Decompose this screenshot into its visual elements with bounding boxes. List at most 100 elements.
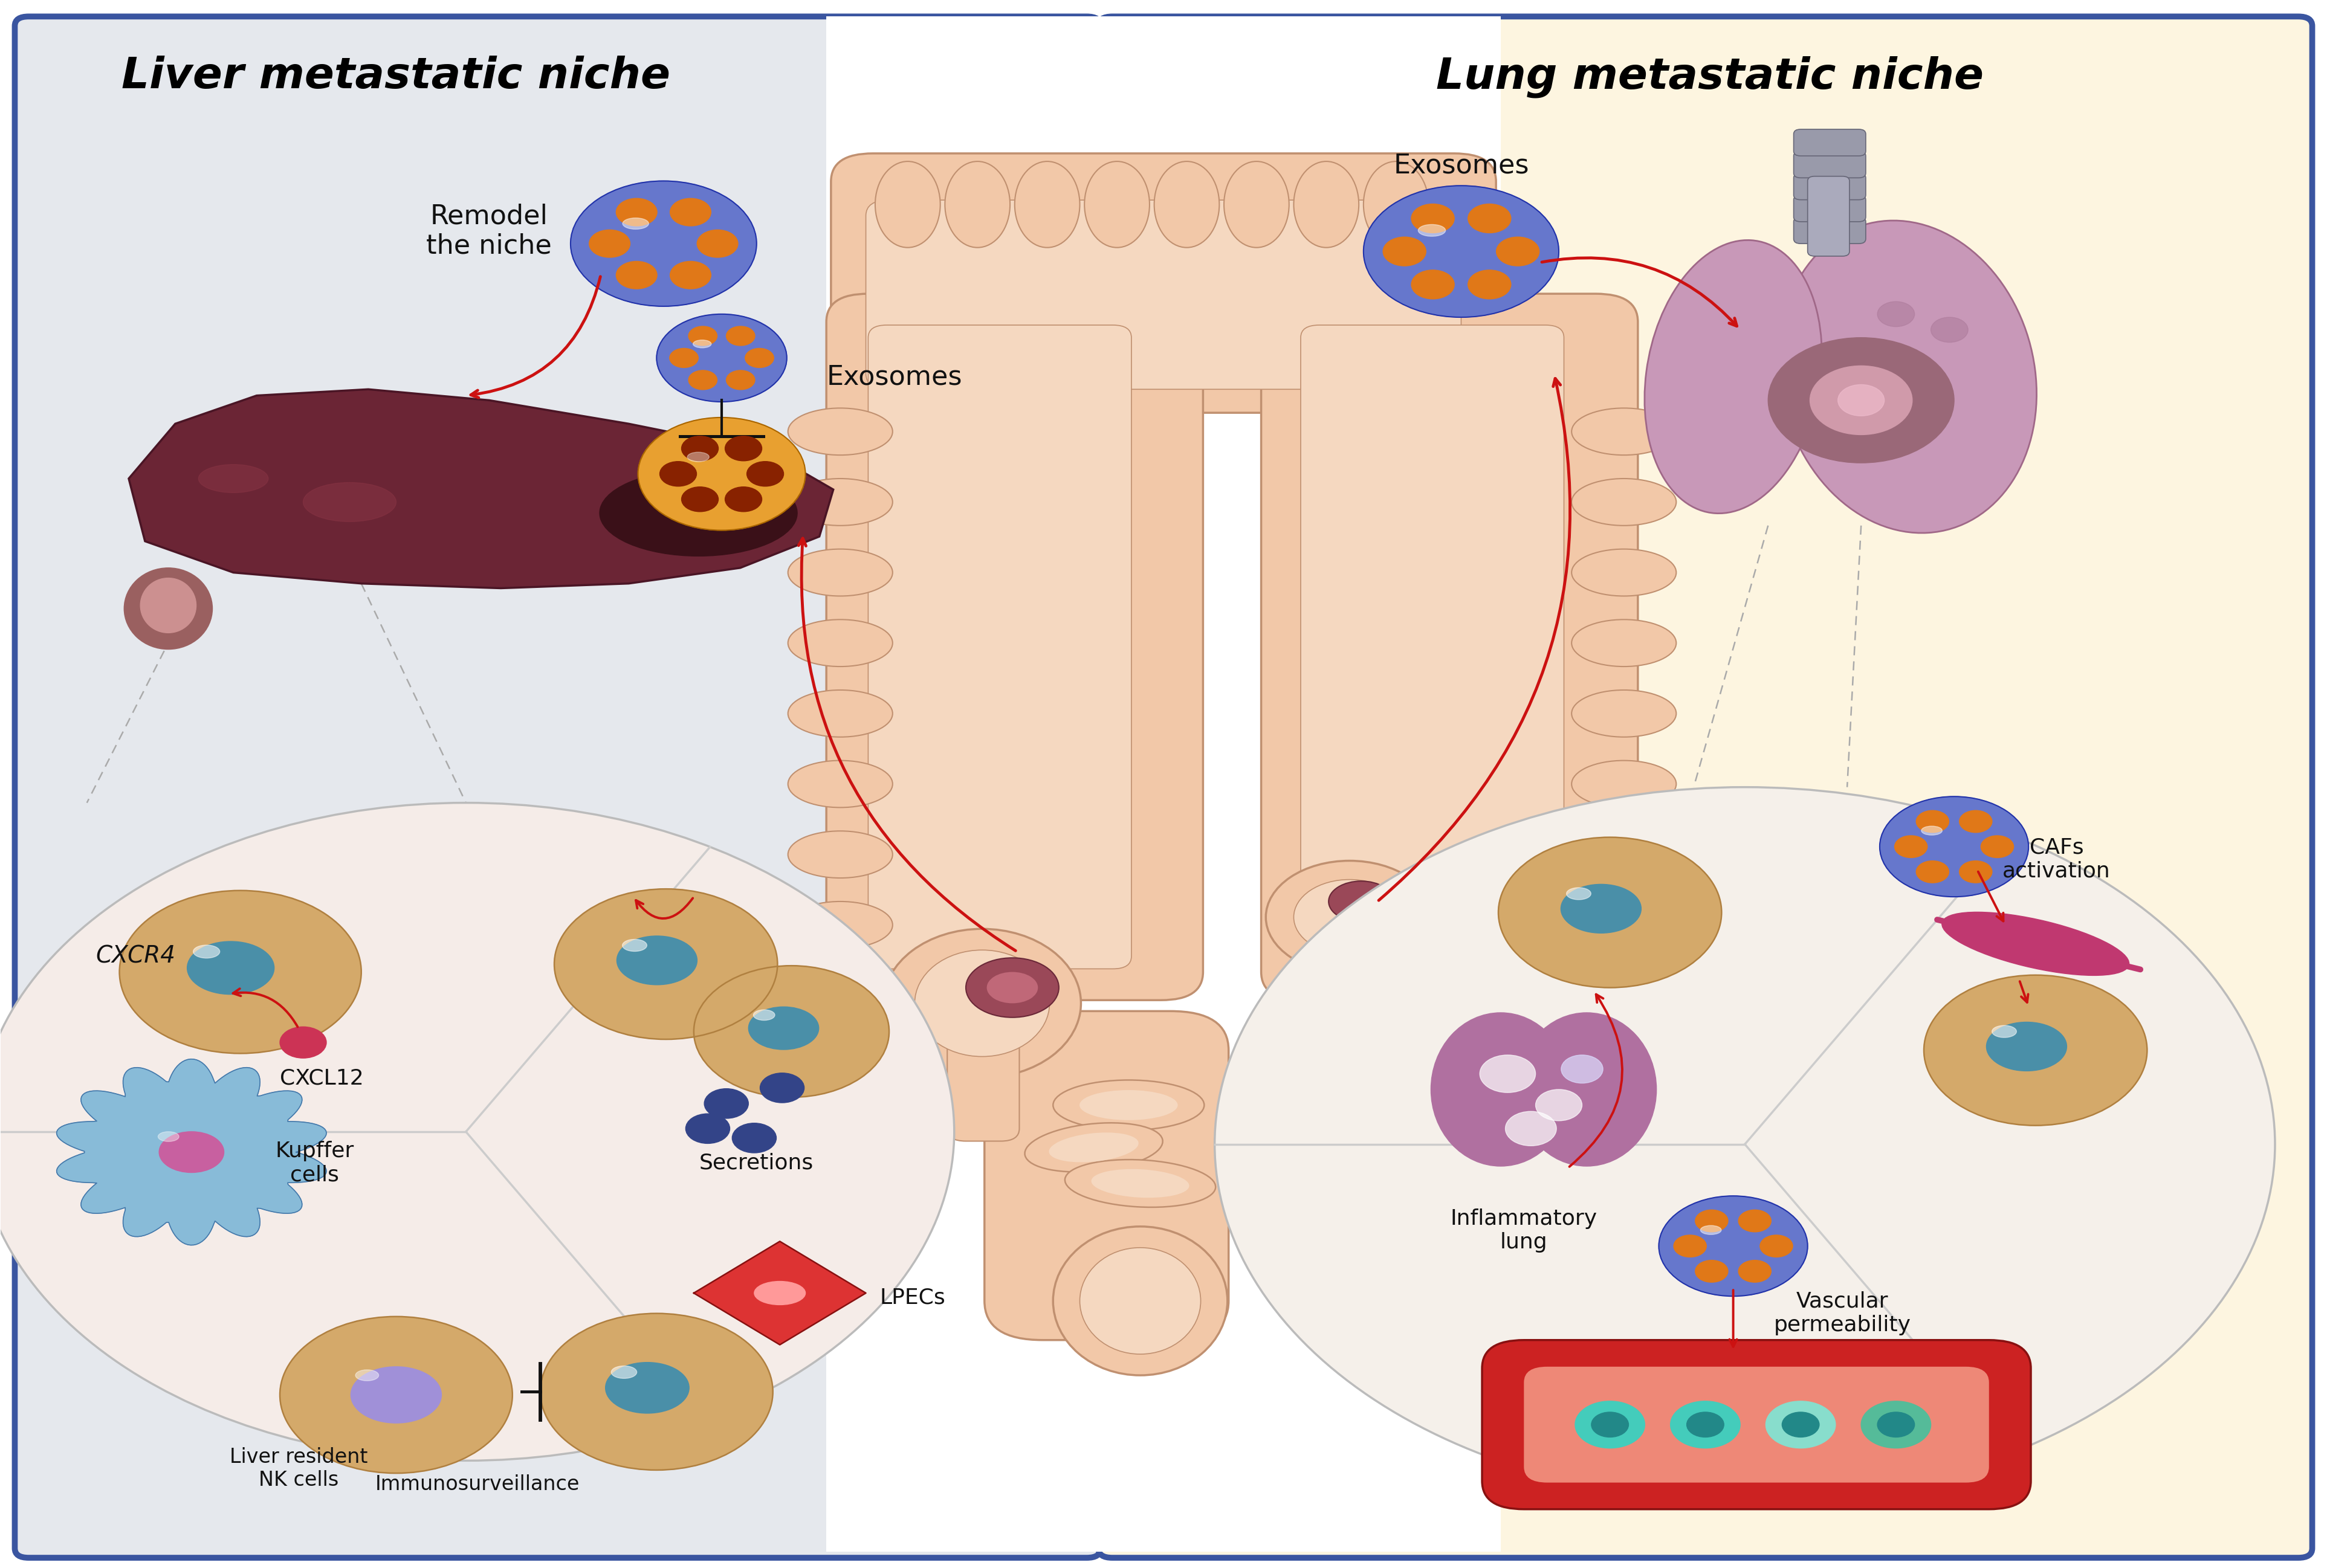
Ellipse shape	[1517, 1013, 1657, 1167]
Circle shape	[589, 230, 631, 257]
Circle shape	[670, 348, 698, 367]
Ellipse shape	[789, 690, 894, 737]
FancyBboxPatch shape	[1524, 1367, 1990, 1483]
Circle shape	[745, 348, 775, 367]
Text: Inflammatory
lung: Inflammatory lung	[1450, 1209, 1596, 1253]
Ellipse shape	[754, 1281, 805, 1305]
Ellipse shape	[1091, 1170, 1189, 1198]
Ellipse shape	[1782, 1413, 1820, 1438]
Circle shape	[1894, 836, 1927, 858]
Ellipse shape	[1778, 221, 2036, 533]
Circle shape	[119, 891, 361, 1054]
Circle shape	[670, 199, 712, 226]
Circle shape	[661, 461, 696, 486]
FancyBboxPatch shape	[868, 325, 1131, 969]
Ellipse shape	[193, 946, 219, 958]
FancyBboxPatch shape	[1794, 194, 1866, 221]
Ellipse shape	[749, 1007, 819, 1049]
Circle shape	[698, 230, 738, 257]
Ellipse shape	[1224, 162, 1289, 248]
Ellipse shape	[686, 452, 710, 461]
Ellipse shape	[1084, 162, 1150, 248]
FancyBboxPatch shape	[866, 201, 1461, 389]
Circle shape	[1915, 811, 1950, 833]
Circle shape	[617, 262, 656, 289]
Text: Exosomes: Exosomes	[826, 364, 961, 390]
Circle shape	[1673, 1236, 1706, 1258]
Circle shape	[726, 370, 754, 389]
Text: LPECs: LPECs	[880, 1287, 945, 1308]
Ellipse shape	[1701, 1226, 1722, 1234]
Polygon shape	[56, 1058, 326, 1245]
Circle shape	[1412, 270, 1454, 299]
Circle shape	[1810, 365, 1913, 434]
Circle shape	[1924, 975, 2148, 1126]
Circle shape	[1364, 185, 1559, 317]
Ellipse shape	[1431, 1013, 1571, 1167]
Circle shape	[670, 262, 712, 289]
FancyBboxPatch shape	[1794, 151, 1866, 177]
Text: Liver resident
NK cells: Liver resident NK cells	[230, 1447, 368, 1490]
Circle shape	[733, 1123, 777, 1152]
Ellipse shape	[1571, 478, 1675, 525]
FancyBboxPatch shape	[1794, 172, 1866, 199]
Ellipse shape	[158, 1132, 223, 1173]
Ellipse shape	[1987, 1022, 2066, 1071]
Ellipse shape	[1941, 913, 2129, 975]
Ellipse shape	[1329, 881, 1394, 922]
Circle shape	[570, 180, 756, 306]
Ellipse shape	[1766, 1402, 1836, 1449]
Ellipse shape	[1080, 1090, 1177, 1120]
Text: CXCR4: CXCR4	[95, 946, 175, 967]
Ellipse shape	[693, 340, 712, 348]
Ellipse shape	[945, 162, 1010, 248]
Circle shape	[726, 436, 761, 461]
FancyBboxPatch shape	[1098, 17, 2313, 1557]
Circle shape	[1659, 1196, 1808, 1297]
Ellipse shape	[621, 939, 647, 952]
Ellipse shape	[1575, 1402, 1645, 1449]
Ellipse shape	[140, 579, 195, 633]
Ellipse shape	[1566, 887, 1592, 900]
Circle shape	[1468, 270, 1510, 299]
Circle shape	[682, 436, 719, 461]
FancyBboxPatch shape	[947, 1022, 1019, 1142]
Ellipse shape	[789, 478, 894, 525]
Ellipse shape	[1862, 1402, 1931, 1449]
Circle shape	[726, 326, 754, 345]
Circle shape	[1878, 301, 1915, 326]
Text: CAFs
activation: CAFs activation	[2004, 837, 2111, 881]
Circle shape	[1215, 787, 2276, 1502]
Text: Immunosurveillance: Immunosurveillance	[375, 1474, 579, 1494]
Ellipse shape	[198, 464, 268, 492]
Circle shape	[1759, 1236, 1792, 1258]
Ellipse shape	[789, 619, 894, 666]
Ellipse shape	[605, 1363, 689, 1413]
Ellipse shape	[186, 941, 275, 994]
Circle shape	[0, 803, 954, 1461]
Circle shape	[1499, 837, 1722, 988]
Ellipse shape	[754, 1010, 775, 1021]
Ellipse shape	[1294, 880, 1406, 955]
Polygon shape	[128, 389, 833, 588]
Ellipse shape	[303, 483, 396, 522]
Ellipse shape	[1992, 1025, 2018, 1038]
Circle shape	[726, 486, 761, 511]
Ellipse shape	[600, 470, 798, 557]
Circle shape	[1480, 1055, 1536, 1093]
Circle shape	[656, 314, 787, 401]
Circle shape	[1506, 1112, 1557, 1146]
Circle shape	[1468, 204, 1510, 234]
Ellipse shape	[789, 408, 894, 455]
Circle shape	[1382, 237, 1426, 267]
Circle shape	[617, 199, 656, 226]
Circle shape	[1536, 1090, 1582, 1121]
Ellipse shape	[987, 972, 1038, 1004]
Circle shape	[638, 417, 805, 530]
Text: Vascular
permeability: Vascular permeability	[1773, 1290, 1910, 1336]
Ellipse shape	[1054, 1080, 1203, 1131]
Circle shape	[761, 1073, 805, 1102]
Circle shape	[682, 486, 719, 511]
Text: Lung metastatic niche: Lung metastatic niche	[1436, 55, 1983, 97]
Text: Remodel
the niche: Remodel the niche	[426, 202, 551, 259]
